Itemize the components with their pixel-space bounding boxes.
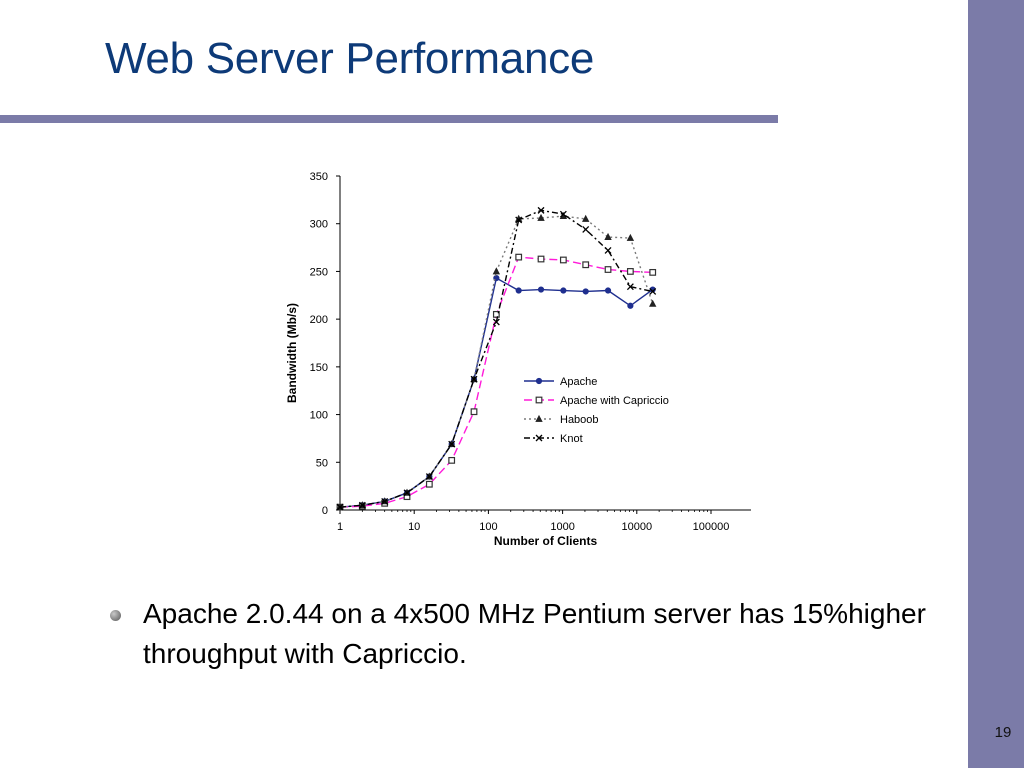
data-point	[582, 225, 590, 233]
bullet-dot-icon	[110, 610, 121, 621]
x-axis-ticks: 1 10 100 1000 10000 100000	[337, 510, 729, 533]
y-tick-label: 350	[310, 171, 328, 183]
y-tick-label: 200	[310, 314, 328, 326]
y-axis-ticks: 0 50 100 150 200 250 300 350	[310, 171, 340, 517]
bandwidth-chart: 0 50 100 150 200 250 300 350 1 10 100 1000 10000 100…	[244, 145, 810, 553]
slide-title: Web Server Performance	[105, 34, 595, 83]
data-point	[649, 299, 657, 307]
data-point	[649, 268, 657, 276]
x-tick-label: 100000	[693, 521, 730, 533]
data-point	[626, 268, 634, 275]
legend-marker	[535, 414, 543, 422]
data-point-stroke	[537, 206, 545, 214]
x-tick-label: 1	[337, 521, 343, 533]
data-point	[515, 287, 522, 294]
data-point-stroke	[336, 503, 344, 511]
y-tick-label: 0	[322, 505, 328, 517]
data-point	[604, 232, 612, 240]
data-point-stroke	[358, 501, 366, 509]
data-point	[470, 375, 478, 383]
y-tick-label: 250	[310, 266, 328, 278]
data-point-stroke	[492, 318, 500, 326]
data-point	[604, 246, 612, 254]
data-point	[582, 288, 589, 295]
data-point	[448, 456, 456, 464]
legend-marker	[535, 434, 543, 442]
data-point-stroke	[403, 489, 411, 497]
x-tick-label: 10	[408, 521, 420, 533]
data-point	[492, 267, 501, 275]
data-point-stroke	[559, 210, 567, 218]
data-point	[515, 253, 523, 261]
data-point-stroke	[515, 216, 523, 224]
page-number: 19	[994, 724, 1012, 741]
data-point	[492, 310, 500, 318]
data-point	[336, 503, 344, 511]
series-apache-with-capriccio	[336, 253, 657, 511]
legend-marker	[535, 396, 543, 404]
data-point	[537, 255, 545, 263]
data-point-stroke	[448, 440, 456, 448]
title-underline-bar	[0, 115, 778, 123]
legend-marker-stroke	[535, 434, 543, 442]
data-point-stroke	[626, 283, 634, 291]
legend-label: Haboob	[560, 414, 599, 426]
legend-label: Apache	[560, 376, 597, 388]
data-point	[425, 473, 433, 481]
y-tick-label: 50	[316, 457, 328, 469]
legend-label: Apache with Capriccio	[560, 395, 669, 407]
x-tick-label: 10000	[622, 521, 653, 533]
data-point	[537, 213, 545, 221]
x-tick-label: 1000	[550, 521, 574, 533]
data-point-stroke	[470, 375, 478, 383]
y-tick-label: 100	[310, 410, 328, 422]
data-point	[626, 283, 634, 291]
data-point-stroke	[582, 225, 590, 233]
legend-marker	[535, 377, 543, 385]
right-accent-band	[968, 0, 1024, 768]
data-point	[582, 261, 590, 269]
data-point-stroke	[604, 246, 612, 254]
chart-container: 0 50 100 150 200 250 300 350 1 10 100 1000 10000 100…	[244, 145, 810, 553]
legend-label: Knot	[560, 433, 583, 445]
data-point-stroke	[649, 288, 657, 295]
data-point	[537, 206, 545, 214]
data-point	[626, 233, 635, 241]
data-point	[403, 489, 411, 497]
series-knot	[336, 206, 657, 511]
data-point	[358, 501, 366, 509]
chart-background	[244, 145, 810, 553]
data-point	[560, 287, 567, 294]
data-point	[425, 480, 433, 488]
series-layer	[336, 206, 657, 511]
chart-legend: Apache Apache with Capriccio Haboob Knot	[524, 376, 669, 445]
y-tick-label: 300	[310, 219, 328, 231]
bullet-text: Apache 2.0.44 on a 4x500 MHz Pentium ser…	[143, 598, 926, 669]
x-tick-label: 100	[479, 521, 497, 533]
data-point	[559, 210, 567, 218]
data-point	[582, 214, 590, 222]
data-point	[448, 440, 456, 448]
data-point	[604, 287, 612, 294]
data-point-stroke	[425, 473, 433, 481]
y-tick-label: 150	[310, 362, 328, 374]
data-point	[627, 302, 634, 309]
data-point	[381, 497, 389, 505]
y-axis-title: Bandwidth (Mb/s)	[285, 303, 299, 403]
data-point	[649, 288, 657, 295]
x-axis-title: Number of Clients	[494, 534, 598, 548]
data-point	[559, 256, 567, 264]
data-point-stroke	[381, 497, 389, 505]
data-point	[604, 266, 612, 273]
data-point	[515, 216, 523, 224]
data-point	[537, 286, 545, 293]
data-point	[492, 318, 500, 326]
data-point	[470, 408, 478, 416]
